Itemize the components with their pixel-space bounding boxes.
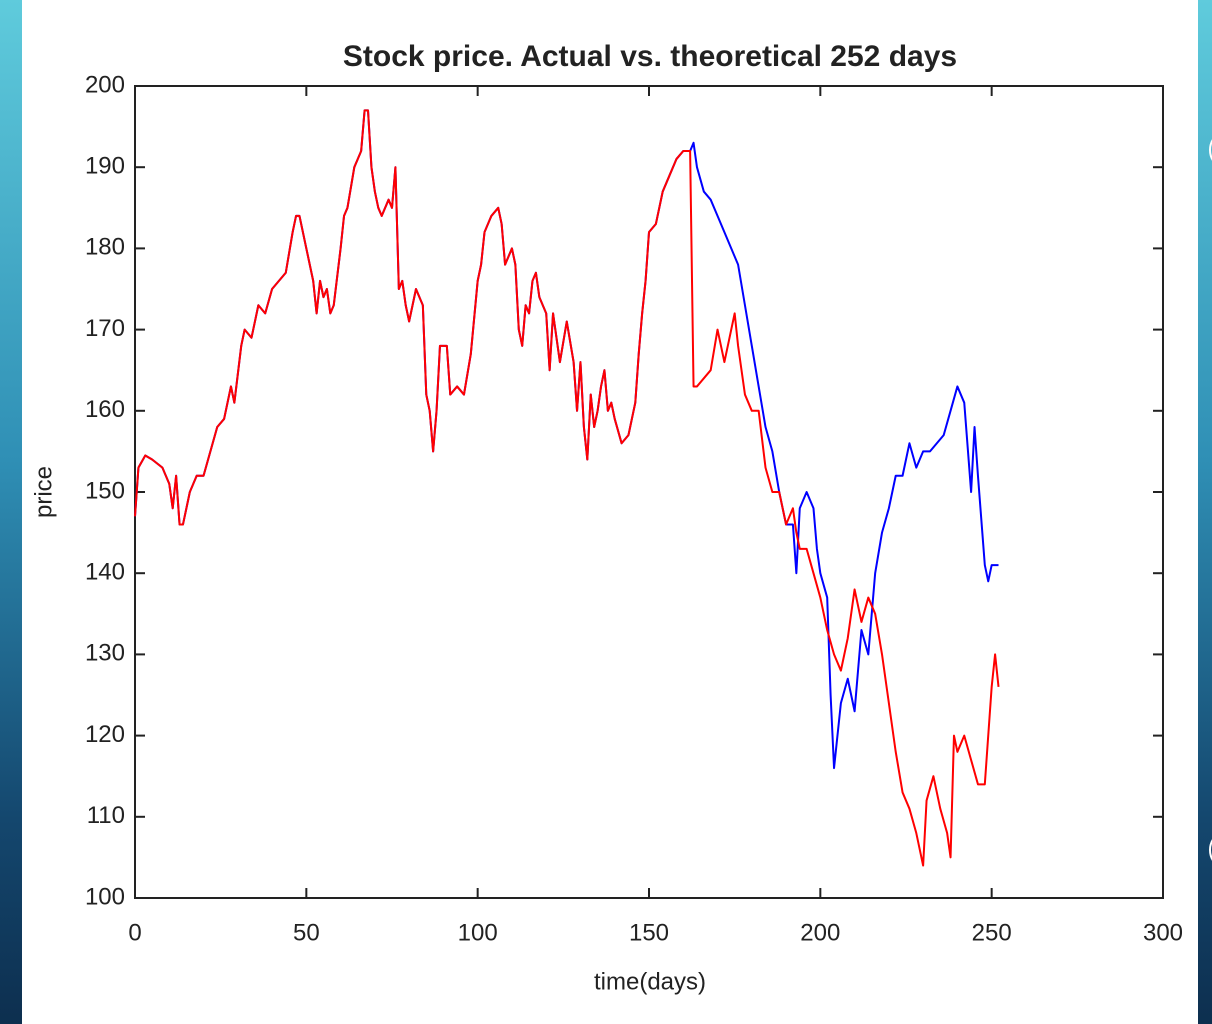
x-tick-label: 0 bbox=[128, 919, 141, 946]
x-axis-label: time(days) bbox=[594, 968, 706, 995]
y-tick-label: 150 bbox=[85, 477, 125, 504]
y-tick-label: 200 bbox=[85, 71, 125, 98]
y-tick-label: 160 bbox=[85, 396, 125, 423]
x-tick-label: 50 bbox=[293, 919, 320, 946]
y-axis-label: price bbox=[30, 466, 57, 518]
y-tick-label: 110 bbox=[87, 802, 125, 829]
price-line bbox=[134, 109, 1000, 867]
x-tick-label: 100 bbox=[458, 919, 498, 946]
y-tick-label: 190 bbox=[85, 153, 125, 180]
x-tick-label: 250 bbox=[972, 919, 1012, 946]
y-tick-label: 120 bbox=[85, 721, 125, 748]
y-tick-label: 130 bbox=[85, 640, 125, 667]
decoration bbox=[1209, 139, 1212, 161]
chart-background bbox=[22, 0, 1198, 1024]
decoration bbox=[1209, 839, 1212, 861]
y-tick-label: 170 bbox=[85, 315, 125, 342]
y-tick-label: 100 bbox=[85, 883, 125, 910]
chart-title: Stock price. Actual vs. theoretical 252 … bbox=[343, 40, 957, 73]
x-tick-label: 300 bbox=[1143, 919, 1183, 946]
x-tick-label: 150 bbox=[629, 919, 669, 946]
y-tick-label: 180 bbox=[85, 234, 125, 261]
y-tick-label: 140 bbox=[85, 559, 125, 586]
x-tick-label: 200 bbox=[800, 919, 840, 946]
